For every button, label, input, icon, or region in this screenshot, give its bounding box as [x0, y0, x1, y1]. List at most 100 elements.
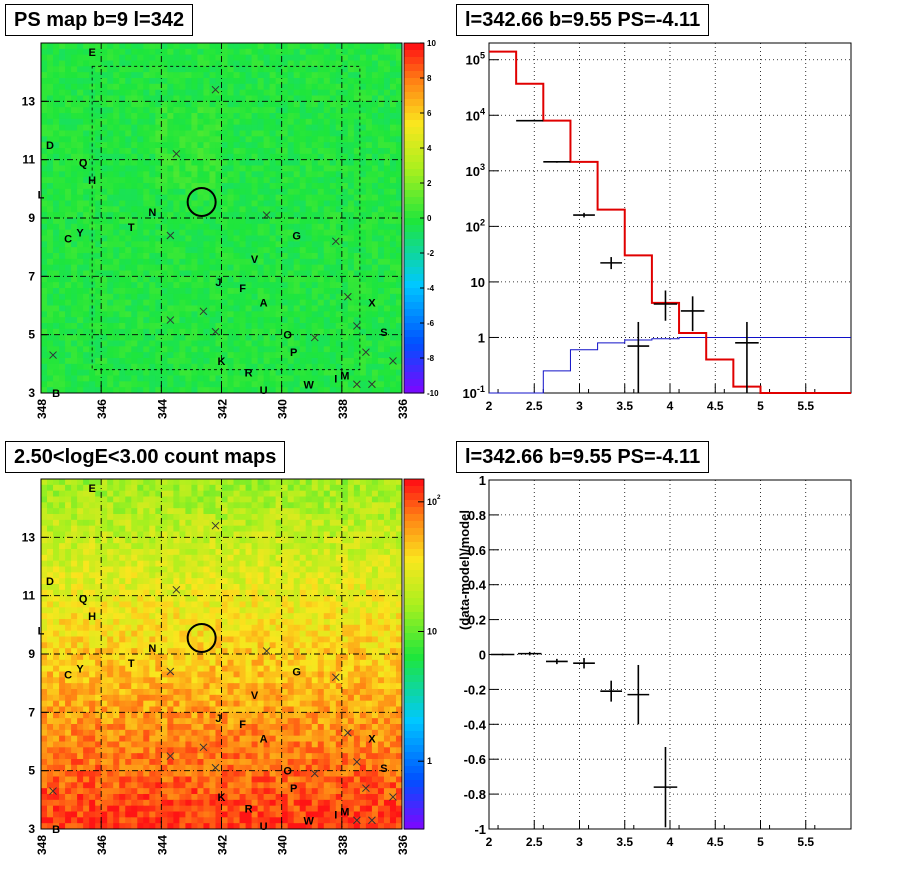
map-pixel	[311, 194, 319, 201]
map-pixel	[173, 346, 180, 353]
map-pixel	[143, 276, 150, 283]
map-pixel	[77, 264, 84, 271]
map-pixel	[341, 508, 349, 515]
map-pixel	[161, 148, 168, 155]
map-pixel	[293, 241, 301, 248]
map-pixel	[95, 288, 102, 295]
map-pixel	[77, 212, 84, 219]
map-pixel	[263, 171, 271, 178]
map-pixel	[179, 584, 186, 591]
map-pixel	[83, 107, 90, 114]
map-pixel	[95, 595, 102, 602]
map-pixel	[221, 334, 229, 341]
map-pixel	[305, 258, 313, 266]
map-pixel	[323, 206, 331, 213]
map-pixel	[329, 375, 337, 382]
map-pixel	[383, 369, 391, 376]
map-pixel	[323, 124, 331, 131]
map-pixel	[353, 200, 361, 207]
map-pixel	[377, 60, 385, 67]
map-pixel	[239, 514, 247, 521]
map-pixel	[179, 183, 186, 190]
map-pixel	[353, 531, 361, 538]
map-pixel	[281, 595, 289, 602]
map-pixel	[89, 66, 96, 73]
map-pixel	[269, 305, 277, 312]
map-pixel	[353, 171, 361, 178]
map-pixel	[203, 206, 210, 213]
map-pixel	[173, 60, 180, 67]
map-pixel	[65, 183, 72, 190]
map-pixel	[389, 89, 397, 96]
map-pixel	[155, 235, 162, 242]
map-pixel	[95, 235, 102, 242]
map-pixel	[77, 496, 84, 503]
map-pixel	[47, 212, 54, 219]
map-pixel	[185, 54, 192, 61]
map-pixel	[371, 381, 379, 388]
map-pixel	[83, 124, 90, 131]
map-pixel	[155, 595, 162, 602]
map-pixel	[275, 48, 283, 56]
map-pixel	[161, 293, 168, 301]
map-pixel	[371, 270, 379, 277]
map-pixel	[137, 101, 144, 108]
map-pixel	[317, 270, 325, 277]
map-pixel	[83, 531, 90, 538]
map-pixel	[215, 484, 222, 492]
map-pixel	[71, 124, 78, 131]
map-pixel	[269, 78, 277, 85]
colorbar-tick-label: 10	[427, 39, 436, 48]
map-pixel	[305, 153, 313, 161]
map-pixel	[209, 66, 216, 73]
map-pixel	[77, 508, 84, 515]
map-pixel	[371, 508, 379, 515]
map-pixel	[77, 101, 84, 108]
map-pixel	[221, 340, 229, 347]
map-pixel	[275, 508, 283, 515]
map-pixel	[275, 554, 283, 562]
map-pixel	[131, 253, 138, 260]
map-pixel	[95, 549, 102, 556]
map-pixel	[149, 566, 156, 573]
map-pixel	[245, 54, 253, 61]
map-pixel	[383, 531, 391, 538]
map-pixel	[395, 479, 403, 486]
map-pixel	[257, 537, 265, 544]
map-pixel	[203, 317, 210, 324]
map-pixel	[239, 60, 247, 67]
map-pixel	[311, 514, 319, 521]
map-pixel	[173, 525, 180, 532]
colorbar-cell	[404, 337, 424, 345]
map-pixel	[383, 48, 391, 56]
map-pixel	[53, 78, 60, 85]
map-pixel	[161, 60, 168, 67]
map-pixel	[53, 369, 60, 376]
map-pixel	[263, 136, 271, 143]
map-pixel	[335, 107, 343, 114]
map-pixel	[371, 148, 379, 155]
map-pixel	[269, 323, 277, 330]
map-pixel	[347, 340, 355, 347]
map-pixel	[275, 223, 283, 231]
map-pixel	[83, 496, 90, 503]
map-pixel	[89, 595, 96, 602]
map-pixel	[281, 490, 289, 497]
map-pixel	[365, 334, 373, 341]
map-pixel	[95, 496, 102, 503]
map-pixel	[41, 311, 48, 318]
map-pixel	[53, 113, 60, 120]
map-pixel	[71, 223, 78, 231]
map-pixel	[65, 118, 72, 126]
map-pixel	[59, 136, 66, 143]
map-pixel	[377, 358, 385, 365]
map-pixel	[197, 293, 204, 301]
map-pixel	[377, 218, 385, 225]
map-pixel	[287, 200, 295, 207]
map-pixel	[119, 118, 126, 126]
map-pixel	[53, 107, 60, 114]
map-pixel	[299, 346, 307, 353]
map-pixel	[233, 519, 241, 527]
map-pixel	[59, 188, 66, 196]
map-pixel	[347, 288, 355, 295]
